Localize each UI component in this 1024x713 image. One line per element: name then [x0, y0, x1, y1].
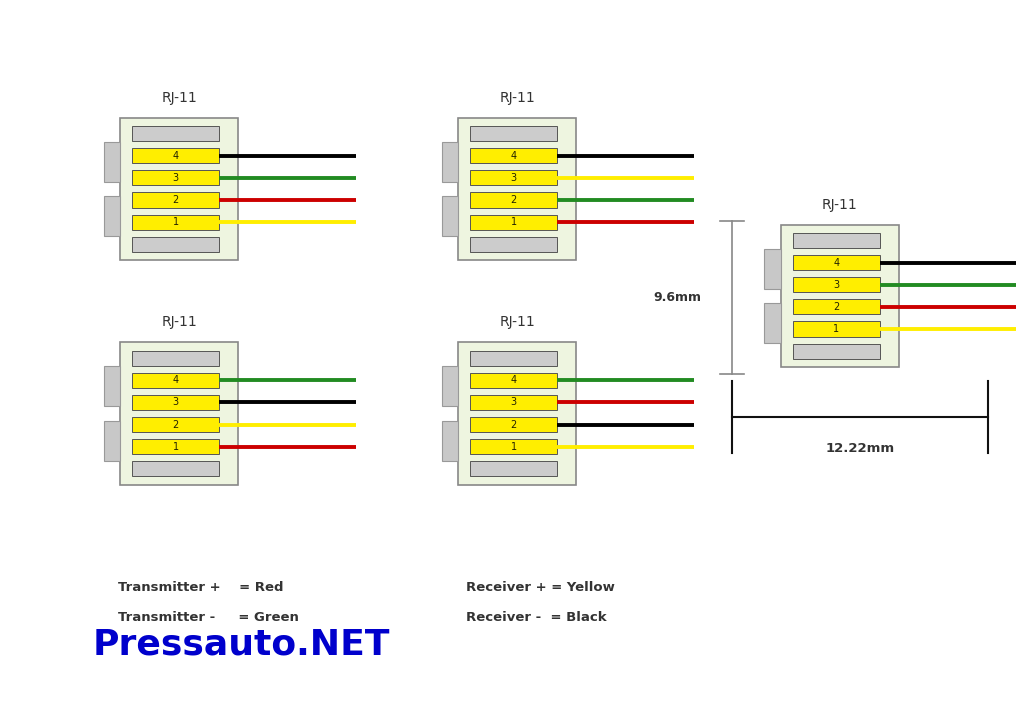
Bar	[104, 366, 121, 406]
Text: 3: 3	[173, 397, 179, 408]
Bar	[470, 417, 557, 432]
Bar	[121, 118, 238, 260]
Bar	[132, 193, 219, 207]
Text: 1: 1	[511, 441, 517, 451]
Text: 12.22mm: 12.22mm	[825, 442, 895, 455]
Text: 2: 2	[510, 419, 517, 430]
Text: RJ-11: RJ-11	[822, 198, 857, 212]
Bar	[121, 342, 238, 485]
Text: 3: 3	[173, 173, 179, 183]
Text: 2: 2	[510, 195, 517, 205]
Bar	[793, 255, 880, 270]
Text: 3: 3	[511, 173, 517, 183]
Text: Receiver + = Yellow: Receiver + = Yellow	[466, 581, 614, 594]
Bar	[470, 148, 557, 163]
Bar	[104, 421, 121, 461]
Text: 4: 4	[834, 258, 840, 268]
Bar	[764, 303, 780, 343]
Bar	[780, 225, 899, 367]
Bar	[793, 322, 880, 337]
Text: Transmitter +    = Red: Transmitter + = Red	[118, 581, 284, 594]
Bar	[104, 196, 121, 236]
Bar	[442, 196, 459, 236]
Bar	[132, 170, 219, 185]
Bar	[470, 170, 557, 185]
Text: Receiver -  = Black: Receiver - = Black	[466, 611, 606, 624]
Text: RJ-11: RJ-11	[500, 315, 535, 329]
Bar	[470, 461, 557, 476]
Bar	[470, 395, 557, 410]
Text: 2: 2	[172, 419, 179, 430]
Bar	[132, 461, 219, 476]
Text: 4: 4	[173, 376, 179, 386]
Bar	[132, 373, 219, 388]
Text: 1: 1	[173, 217, 179, 227]
Bar	[442, 421, 459, 461]
Bar	[132, 237, 219, 252]
Bar	[132, 417, 219, 432]
Text: 9.6mm: 9.6mm	[653, 291, 701, 304]
Bar	[459, 118, 575, 260]
Bar	[132, 439, 219, 454]
Bar	[793, 344, 880, 359]
Bar	[132, 148, 219, 163]
Text: RJ-11: RJ-11	[162, 315, 197, 329]
Bar	[764, 249, 780, 289]
Text: 1: 1	[834, 324, 840, 334]
Bar	[470, 373, 557, 388]
Bar	[132, 351, 219, 366]
Bar	[470, 193, 557, 207]
Bar	[793, 299, 880, 314]
Text: 3: 3	[511, 397, 517, 408]
Text: RJ-11: RJ-11	[162, 91, 197, 105]
Text: 1: 1	[511, 217, 517, 227]
Text: 2: 2	[833, 302, 840, 312]
Bar	[470, 237, 557, 252]
Bar	[470, 126, 557, 141]
Text: 4: 4	[511, 151, 517, 161]
Text: 1: 1	[173, 441, 179, 451]
Bar	[459, 342, 575, 485]
Bar	[470, 215, 557, 230]
Text: Pressauto.NET: Pressauto.NET	[92, 627, 390, 662]
Bar	[793, 233, 880, 248]
Bar	[442, 366, 459, 406]
Bar	[470, 439, 557, 454]
Bar	[470, 351, 557, 366]
Text: RJ-11: RJ-11	[500, 91, 535, 105]
Bar	[442, 142, 459, 182]
Text: 3: 3	[834, 279, 840, 290]
Text: 2: 2	[172, 195, 179, 205]
Bar	[132, 215, 219, 230]
Text: 4: 4	[511, 376, 517, 386]
Text: Transmitter -     = Green: Transmitter - = Green	[118, 611, 299, 624]
Bar	[793, 277, 880, 292]
Bar	[132, 126, 219, 141]
Bar	[104, 142, 121, 182]
Bar	[132, 395, 219, 410]
Text: 4: 4	[173, 151, 179, 161]
